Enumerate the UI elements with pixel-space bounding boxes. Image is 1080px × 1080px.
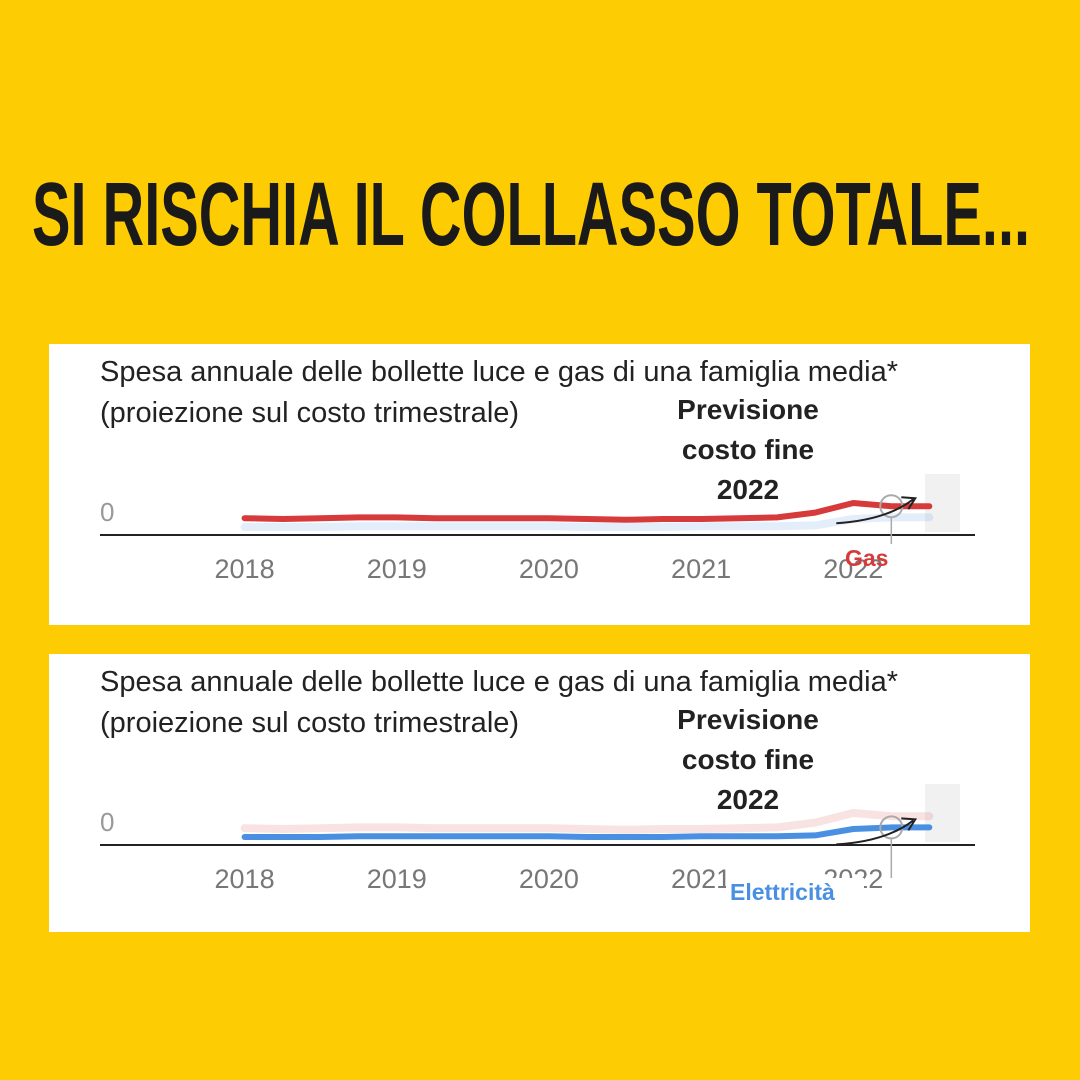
arrow-head — [901, 817, 918, 831]
y-tick-label: 0 — [100, 497, 114, 527]
annotation: Previsione costo fine 2022 — [677, 704, 819, 815]
x-tick-label: 2021 — [671, 554, 731, 584]
series-label: Gas — [845, 545, 888, 571]
chart: 020182019202020212022Elettricità — [100, 784, 975, 908]
series-label: Elettricità — [730, 879, 835, 905]
chart-panel: 020182019202020212022ElettricitàSpesa an… — [49, 654, 1030, 932]
y-tick-label: 0 — [100, 807, 114, 837]
line-series — [241, 500, 933, 523]
line-series — [240, 809, 934, 834]
arrow — [836, 819, 914, 846]
icon — [925, 784, 960, 842]
icon — [925, 474, 960, 532]
line-series — [241, 824, 933, 840]
x-tick-label: 2020 — [519, 864, 579, 894]
chart-title: Spesa annuale delle bollette luce e gas … — [100, 666, 899, 739]
chart-title: Spesa annuale delle bollette luce e gas … — [100, 356, 899, 429]
headline: SI RISCHIA IL COLLASSO TOTALE... — [32, 165, 1030, 265]
line-series — [240, 513, 934, 531]
arrow — [836, 498, 914, 525]
x-tick-label: 2022 — [823, 554, 883, 584]
x-tick-label: 2020 — [519, 554, 579, 584]
x-tick-label: 2019 — [367, 864, 427, 894]
annotation: Previsione costo fine 2022 — [677, 394, 819, 505]
x-tick-label: 2021 — [671, 864, 731, 894]
headline-area: SI RISCHIA IL COLLASSO TOTALE... — [32, 165, 1030, 265]
chart-panel: 0 2018 2019 2020 2021 2022 Gas Spesa annuale de… — [49, 344, 1030, 625]
x-tick-label: 2019 — [367, 554, 427, 584]
label-bg — [726, 878, 864, 908]
arrow-head — [901, 496, 918, 510]
x-tick-label: 2018 — [215, 554, 275, 584]
x-tick-label: 2018 — [215, 864, 275, 894]
